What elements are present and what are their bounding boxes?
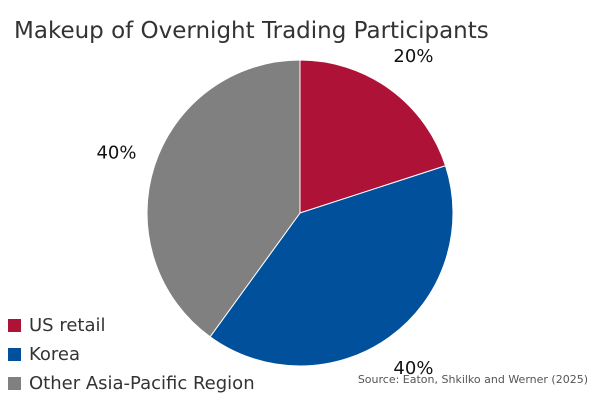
legend-label-other-asia-pacific: Other Asia-Pacific Region xyxy=(29,373,255,394)
legend-swatch-other-asia-pacific xyxy=(8,377,21,390)
legend-label-korea: Korea xyxy=(29,344,81,365)
legend-item-other-asia-pacific: Other Asia-Pacific Region xyxy=(8,369,255,398)
data-label-other-asia-pacific-region: 40% xyxy=(96,142,136,163)
data-label-korea: 40% xyxy=(393,358,433,379)
pie-slice-other-asia-pacific-region xyxy=(146,59,301,338)
legend: US retail Korea Other Asia-Pacific Regio… xyxy=(8,311,255,398)
legend-label-us-retail: US retail xyxy=(29,315,106,336)
legend-item-us-retail: US retail xyxy=(8,311,255,340)
legend-swatch-us-retail xyxy=(8,319,21,332)
data-label-us-retail: 20% xyxy=(393,46,433,67)
legend-swatch-korea xyxy=(8,348,21,361)
source-note: Source: Eaton, Shkilko and Werner (2025) xyxy=(357,373,588,386)
pie-slice-korea xyxy=(209,165,454,367)
pie-slice-us-retail xyxy=(299,59,447,214)
chart-title: Makeup of Overnight Trading Participants xyxy=(14,18,489,44)
legend-item-korea: Korea xyxy=(8,340,255,369)
